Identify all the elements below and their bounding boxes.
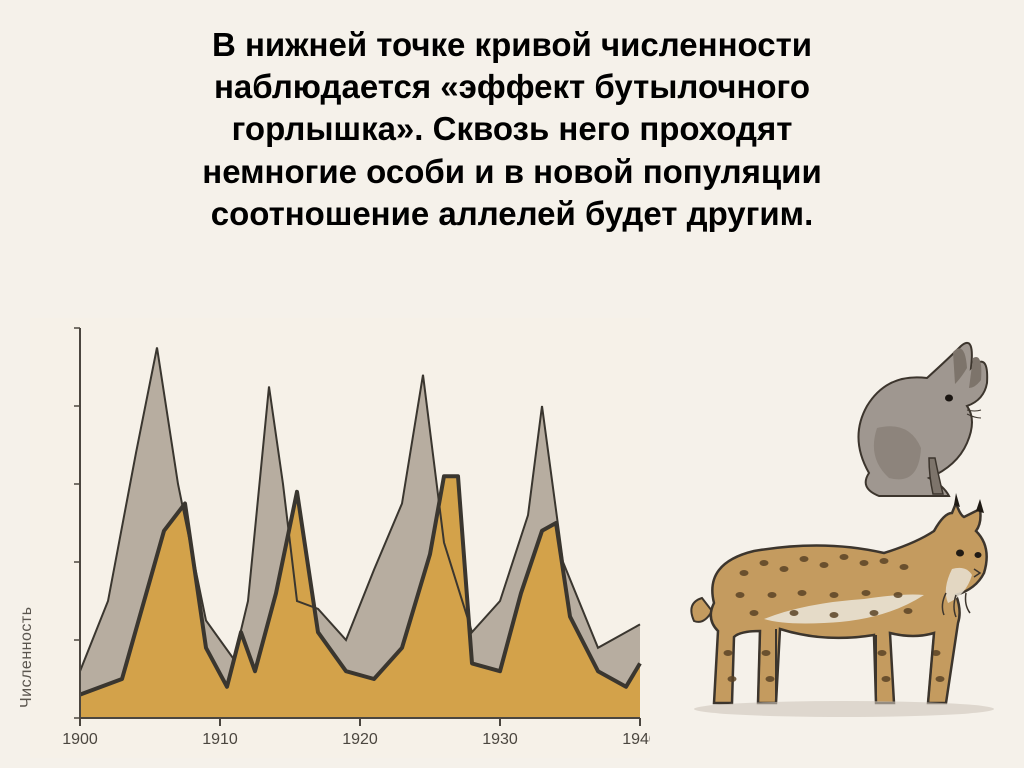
title-line: горлышка». Сквозь него проходят	[60, 108, 964, 150]
svg-text:1920: 1920	[342, 731, 378, 748]
title-line: В нижней точке кривой численности	[60, 24, 964, 66]
population-chart: Численность 19001910192019301940	[30, 318, 650, 758]
svg-text:1930: 1930	[482, 731, 518, 748]
chart-svg: 1900 1910 1920 1930 1940	[30, 318, 650, 758]
title-text: В нижней точке кривой численности наблюд…	[60, 24, 964, 235]
svg-text:1940: 1940	[622, 731, 650, 748]
title-line: немногие особи и в новой популяции	[60, 151, 964, 193]
y-axis-label: Численность	[18, 606, 36, 708]
svg-text:1900: 1900	[62, 731, 98, 748]
title-line: наблюдается «эффект бутылочного	[60, 66, 964, 108]
animals-svg	[674, 308, 1004, 728]
svg-text:1910: 1910	[202, 731, 238, 748]
slide: В нижней точке кривой численности наблюд…	[0, 0, 1024, 768]
title-line: соотношение аллелей будет другим.	[60, 193, 964, 235]
animal-illustrations	[674, 308, 1004, 728]
